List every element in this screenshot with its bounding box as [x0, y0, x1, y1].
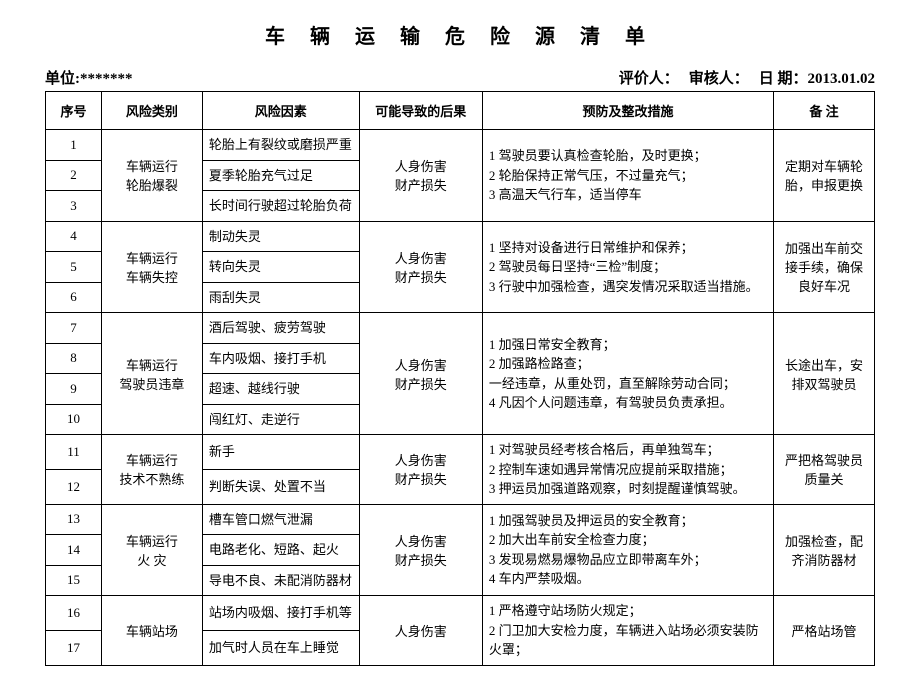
cell-factor: 加气时人员在车上睡觉 — [202, 630, 359, 665]
cell-result: 人身伤害财产损失 — [359, 313, 482, 435]
cell-factor: 导电不良、未配消防器材 — [202, 565, 359, 596]
cell-category: 车辆运行车辆失控 — [102, 221, 203, 313]
unit-label: 单位: — [45, 71, 80, 87]
cell-seq: 13 — [46, 504, 102, 535]
cell-category: 车辆运行驾驶员违章 — [102, 313, 203, 435]
cell-prevent: 1 加强驾驶员及押运员的安全教育；2 加大出车前安全检查力度；3 发现易燃易爆物… — [482, 504, 773, 596]
date-label: 日 期： — [759, 71, 808, 87]
col-category: 风险类别 — [102, 92, 203, 130]
table-row: 1车辆运行轮胎爆裂轮胎上有裂纹或磨损严重人身伤害财产损失1 驾驶员要认真检查轮胎… — [46, 130, 875, 161]
cell-factor: 轮胎上有裂纹或磨损严重 — [202, 130, 359, 161]
cell-result: 人身伤害财产损失 — [359, 130, 482, 222]
cell-remark: 定期对车辆轮胎，申报更换 — [774, 130, 875, 222]
cell-remark: 长途出车，安排双驾驶员 — [774, 313, 875, 435]
col-result: 可能导致的后果 — [359, 92, 482, 130]
cell-factor: 站场内吸烟、接打手机等 — [202, 596, 359, 631]
cell-remark: 加强检查，配齐消防器材 — [774, 504, 875, 596]
cell-remark: 加强出车前交接手续，确保良好车况 — [774, 221, 875, 313]
cell-seq: 7 — [46, 313, 102, 344]
cell-seq: 4 — [46, 221, 102, 252]
table-row: 11车辆运行技术不熟练新手人身伤害财产损失1 对驾驶员经考核合格后，再单独驾车；… — [46, 435, 875, 470]
doc-header: 单位:******* 评价人： 审核人： 日 期：2013.01.02 — [45, 67, 875, 88]
cell-factor: 电路老化、短路、起火 — [202, 535, 359, 566]
table-row: 7车辆运行驾驶员违章酒后驾驶、疲劳驾驶人身伤害财产损失1 加强日常安全教育；2 … — [46, 313, 875, 344]
table-row: 4车辆运行车辆失控制动失灵人身伤害财产损失1 坚持对设备进行日常维护和保养；2 … — [46, 221, 875, 252]
cell-category: 车辆运行火 灾 — [102, 504, 203, 596]
cell-category: 车辆站场 — [102, 596, 203, 666]
table-row: 16车辆站场站场内吸烟、接打手机等人身伤害1 严格遵守站场防火规定；2 门卫加大… — [46, 596, 875, 631]
cell-seq: 9 — [46, 374, 102, 405]
cell-factor: 雨刮失灵 — [202, 282, 359, 313]
cell-factor: 新手 — [202, 435, 359, 470]
cell-factor: 槽车管口燃气泄漏 — [202, 504, 359, 535]
table-row: 13车辆运行火 灾槽车管口燃气泄漏人身伤害财产损失1 加强驾驶员及押运员的安全教… — [46, 504, 875, 535]
cell-result: 人身伤害财产损失 — [359, 435, 482, 505]
col-factor: 风险因素 — [202, 92, 359, 130]
cell-seq: 17 — [46, 630, 102, 665]
date-value: 2013.01.02 — [808, 71, 876, 87]
page-title: 车 辆 运 输 危 险 源 清 单 — [45, 20, 875, 49]
cell-remark: 严把格驾驶员质量关 — [774, 435, 875, 505]
cell-seq: 2 — [46, 160, 102, 191]
cell-factor: 闯红灯、走逆行 — [202, 404, 359, 435]
cell-seq: 6 — [46, 282, 102, 313]
cell-factor: 酒后驾驶、疲劳驾驶 — [202, 313, 359, 344]
evaluator-label: 评价人： — [619, 67, 679, 88]
risk-table: 序号 风险类别 风险因素 可能导致的后果 预防及整改措施 备 注 1车辆运行轮胎… — [45, 91, 875, 666]
cell-factor: 超速、越线行驶 — [202, 374, 359, 405]
cell-factor: 判断失误、处置不当 — [202, 469, 359, 504]
cell-seq: 8 — [46, 343, 102, 374]
cell-seq: 12 — [46, 469, 102, 504]
cell-prevent: 1 对驾驶员经考核合格后，再单独驾车； 2 控制车速如遇异常情况应提前采取措施；… — [482, 435, 773, 505]
cell-seq: 14 — [46, 535, 102, 566]
cell-seq: 3 — [46, 191, 102, 222]
cell-factor: 制动失灵 — [202, 221, 359, 252]
col-seq: 序号 — [46, 92, 102, 130]
unit-value: ******* — [80, 71, 133, 87]
cell-category: 车辆运行技术不熟练 — [102, 435, 203, 505]
cell-result: 人身伤害财产损失 — [359, 504, 482, 596]
cell-seq: 5 — [46, 252, 102, 283]
cell-factor: 转向失灵 — [202, 252, 359, 283]
cell-remark: 严格站场管 — [774, 596, 875, 666]
cell-seq: 1 — [46, 130, 102, 161]
table-head-row: 序号 风险类别 风险因素 可能导致的后果 预防及整改措施 备 注 — [46, 92, 875, 130]
cell-result: 人身伤害 — [359, 596, 482, 666]
cell-seq: 16 — [46, 596, 102, 631]
cell-result: 人身伤害财产损失 — [359, 221, 482, 313]
col-prevent: 预防及整改措施 — [482, 92, 773, 130]
cell-category: 车辆运行轮胎爆裂 — [102, 130, 203, 222]
reviewer-label: 审核人： — [689, 67, 749, 88]
cell-seq: 11 — [46, 435, 102, 470]
cell-factor: 车内吸烟、接打手机 — [202, 343, 359, 374]
col-remark: 备 注 — [774, 92, 875, 130]
cell-prevent: 1 严格遵守站场防火规定；2 门卫加大安检力度，车辆进入站场必须安装防火罩； — [482, 596, 773, 666]
cell-seq: 10 — [46, 404, 102, 435]
cell-seq: 15 — [46, 565, 102, 596]
cell-prevent: 1 坚持对设备进行日常维护和保养；2 驾驶员每日坚持“三检”制度；3 行驶中加强… — [482, 221, 773, 313]
cell-factor: 长时间行驶超过轮胎负荷 — [202, 191, 359, 222]
cell-prevent: 1 加强日常安全教育；2 加强路检路查；一经违章，从重处罚，直至解除劳动合同；4… — [482, 313, 773, 435]
cell-factor: 夏季轮胎充气过足 — [202, 160, 359, 191]
cell-prevent: 1 驾驶员要认真检查轮胎，及时更换；2 轮胎保持正常气压，不过量充气；3 高温天… — [482, 130, 773, 222]
